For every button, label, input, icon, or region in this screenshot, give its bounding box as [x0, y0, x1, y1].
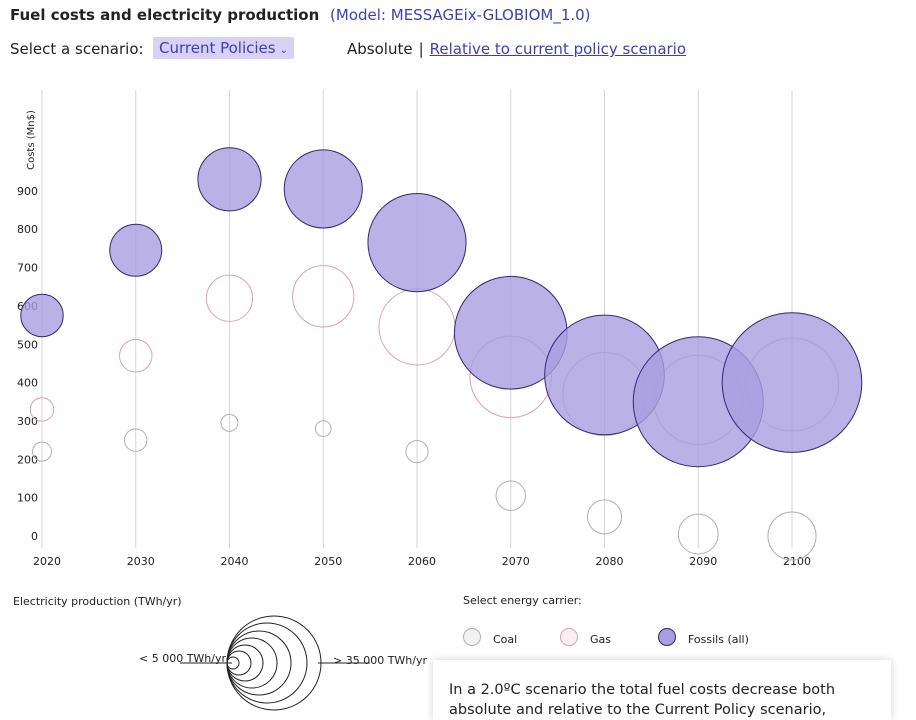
x-axis-ticks: 2020 2030 2040 2050 2060 2070 2080 2090 2100: [33, 555, 811, 568]
y-tick-100: 100: [17, 492, 38, 505]
x-tick-2060: 2060: [408, 555, 436, 568]
size-legend-circle-4: [226, 637, 278, 689]
bubble-fossils-all-2020[interactable]: [20, 293, 64, 338]
mode-absolute[interactable]: Absolute: [347, 40, 413, 58]
bubble-gas-2020[interactable]: [29, 397, 55, 422]
bubble-coal-2030[interactable]: [124, 428, 148, 452]
y-axis-ticks: 0100200300400500600700800900: [17, 185, 38, 543]
gas-swatch-icon: [560, 628, 578, 646]
x-tick-2050: 2050: [314, 555, 342, 568]
x-tick-2040: 2040: [221, 555, 249, 568]
bubble-coal-2050[interactable]: [314, 420, 332, 437]
x-tick-2090: 2090: [689, 555, 717, 568]
info-card: In a 2.0ºC scenario the total fuel costs…: [433, 660, 891, 720]
carrier-legend-title: Select energy carrier:: [463, 594, 582, 607]
fossils-swatch-icon: [658, 628, 676, 646]
x-tick-2100: 2100: [783, 555, 811, 568]
x-tick-2030: 2030: [127, 555, 155, 568]
y-tick-800: 800: [17, 223, 38, 236]
bubble-coal-2020[interactable]: [32, 441, 52, 462]
scenario-controls: Select a scenario: Current Policies ⌄ Abs…: [10, 37, 686, 59]
size-legend-min: < 5 000 TWh/yr: [139, 652, 227, 665]
x-tick-2070: 2070: [502, 555, 530, 568]
size-legend-circle-3: [226, 644, 264, 682]
x-tick-2080: 2080: [596, 555, 624, 568]
y-tick-200: 200: [17, 453, 38, 466]
size-legend-circle-5: [226, 630, 292, 696]
scenario-dropdown[interactable]: Current Policies ⌄: [153, 37, 294, 59]
y-tick-300: 300: [17, 415, 38, 428]
chart-title: Fuel costs and electricity production: [10, 6, 320, 24]
coal-swatch-icon: [463, 628, 481, 646]
mode-switch: Absolute | Relative to current policy scen…: [347, 40, 686, 58]
carrier-coal-label: Coal: [493, 633, 518, 646]
bubble-gas-2050[interactable]: [292, 265, 355, 328]
model-label: (Model: MESSAGEix-GLOBIOM_1.0): [330, 6, 591, 24]
vertical-gridlines: [41, 90, 793, 548]
y-axis-label: Costs (Mn$): [26, 110, 37, 170]
mode-separator: |: [418, 40, 424, 58]
bubbles-layer: [20, 147, 863, 561]
bubble-coal-2100[interactable]: [767, 511, 817, 561]
chart-title-row: Fuel costs and electricity production (M…: [10, 6, 591, 24]
x-tick-2020: 2020: [33, 555, 61, 568]
size-legend-circle-7: [226, 615, 322, 711]
y-tick-500: 500: [17, 338, 38, 351]
bubble-coal-2090[interactable]: [677, 513, 719, 555]
bubble-coal-2060[interactable]: [405, 440, 429, 464]
bubble-fossils-all-2030[interactable]: [109, 223, 163, 277]
y-tick-900: 900: [17, 185, 38, 198]
carrier-gas-label: Gas: [590, 633, 611, 646]
size-legend-title: Electricity production (TWh/yr): [13, 595, 182, 608]
y-tick-0: 0: [31, 530, 38, 543]
bubble-fossils-all-2100[interactable]: [721, 312, 863, 453]
y-tick-700: 700: [17, 262, 38, 275]
info-text: In a 2.0ºC scenario the total fuel costs…: [449, 682, 836, 718]
bubble-coal-2080[interactable]: [587, 499, 622, 535]
chevron-down-icon: ⌄: [279, 45, 288, 56]
bubble-gas-2030[interactable]: [119, 339, 153, 373]
size-legend-max: > 35 000 TWh/yr: [333, 654, 428, 667]
bubble-coal-2040[interactable]: [220, 413, 239, 432]
bubble-fossils-all-2040[interactable]: [197, 147, 262, 212]
bubble-fossils-all-2060[interactable]: [367, 193, 467, 293]
carrier-fossils-label: Fossils (all): [688, 633, 749, 646]
size-legend-graphic: [180, 615, 370, 711]
scenario-value: Current Policies: [159, 39, 276, 57]
scenario-label: Select a scenario:: [10, 40, 144, 58]
bubble-coal-2070[interactable]: [495, 480, 526, 511]
bubble-gas-2040[interactable]: [205, 274, 254, 322]
mode-relative-link[interactable]: Relative to current policy scenario: [429, 40, 687, 58]
bubble-fossils-all-2050[interactable]: [283, 149, 363, 229]
y-tick-400: 400: [17, 377, 38, 390]
